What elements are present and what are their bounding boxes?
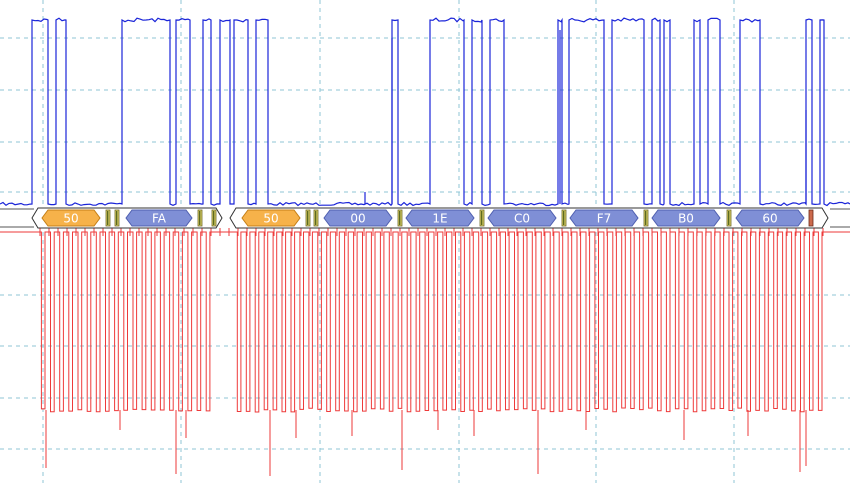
packet-shape [651,209,721,227]
ack-marker-inner [481,211,483,225]
packet-shape [487,209,557,227]
i2c-decode-bus: 50 FA 50 00 1E C0 F7 B0 60 [0,207,850,229]
packet-label: 50 [63,212,78,226]
scl-channel [0,228,850,476]
ack-marker-inner [199,211,201,225]
packet-label: 50 [263,212,278,226]
decoded-packet-data[interactable]: 1E [405,209,475,227]
packet-shape [569,209,639,227]
decoded-packet-data[interactable]: FA [125,209,193,227]
ack-marker-inner [116,211,118,225]
packet-label: 00 [350,212,365,226]
ack-marker-inner [213,211,215,225]
packet-shape [405,209,475,227]
decoded-packet-data[interactable]: B0 [651,209,721,227]
packet-label: F7 [597,212,612,226]
packet-shape [41,209,101,227]
packet-label: FA [152,212,167,226]
ack-marker-inner [645,211,647,225]
ack-marker-inner [728,211,730,225]
decoded-packet-data[interactable]: 60 [735,209,805,227]
packet-label: 60 [762,212,777,226]
ack-marker-inner [107,211,109,225]
sda-channel [0,17,850,207]
packet-shape [323,209,393,227]
decoded-packet-data[interactable]: C0 [487,209,557,227]
ack-marker-inner [399,211,401,225]
decoded-packet-data[interactable]: F7 [569,209,639,227]
packet-label: C0 [514,212,530,226]
sda-trace [0,17,850,207]
decoded-packet-data[interactable]: 00 [323,209,393,227]
ack-marker-inner [315,211,317,225]
packet-shape [241,209,301,227]
decoded-packet-address[interactable]: 50 [241,209,301,227]
packet-shape [125,209,193,227]
scl-trace [0,231,850,413]
ack-marker-inner [307,211,309,225]
packet-label: B0 [678,212,694,226]
nak-marker [808,209,814,227]
packet-shape [735,209,805,227]
decoded-packet-address[interactable]: 50 [41,209,101,227]
packet-label: 1E [432,212,447,226]
ack-marker-inner [563,211,565,225]
